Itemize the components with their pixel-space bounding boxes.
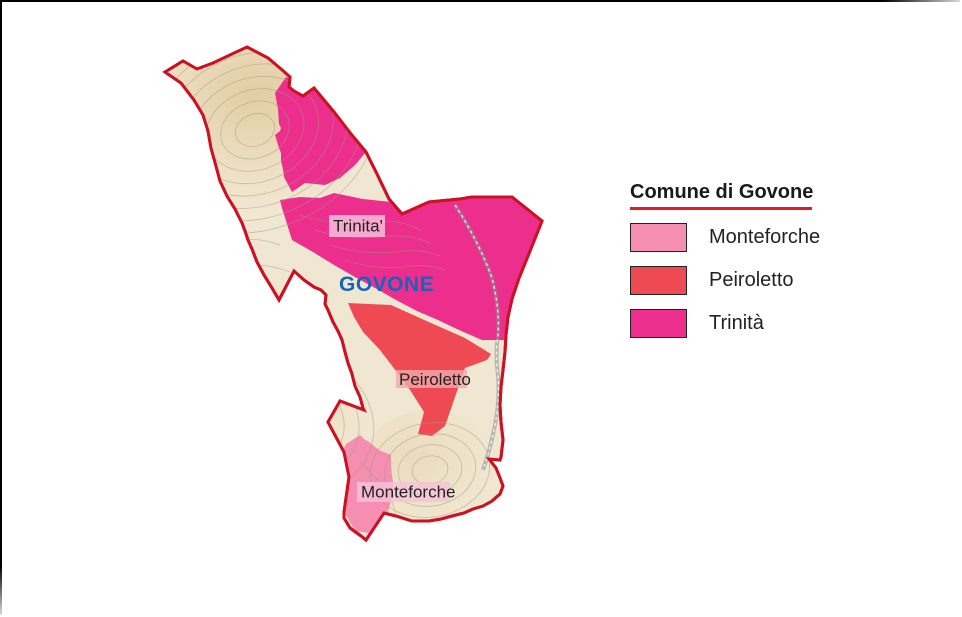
svg-text:Peiroletto: Peiroletto [399,370,471,389]
svg-text:Trinita': Trinita' [333,217,383,236]
svg-text:GOVONE: GOVONE [339,273,434,296]
svg-text:Monteforche: Monteforche [361,483,456,502]
